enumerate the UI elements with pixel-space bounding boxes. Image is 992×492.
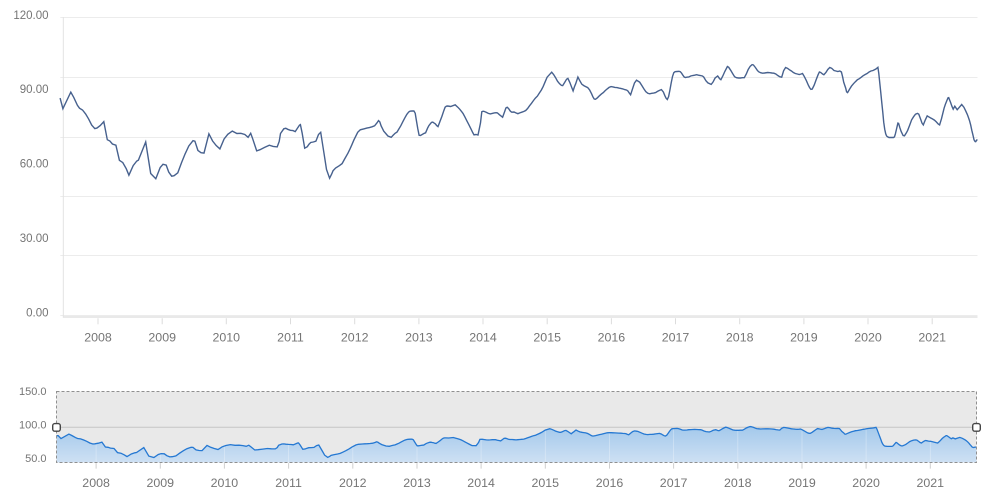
svg-text:2019: 2019	[790, 330, 818, 344]
svg-text:100.0: 100.0	[19, 420, 47, 432]
svg-text:2011: 2011	[277, 330, 304, 344]
svg-text:2008: 2008	[82, 476, 110, 490]
svg-text:2011: 2011	[275, 476, 302, 490]
svg-text:2010: 2010	[213, 330, 241, 344]
svg-text:2020: 2020	[852, 476, 880, 490]
svg-text:2012: 2012	[339, 476, 367, 490]
svg-text:2010: 2010	[211, 476, 239, 490]
svg-text:2021: 2021	[917, 476, 945, 490]
svg-text:2018: 2018	[724, 476, 752, 490]
svg-text:30.00: 30.00	[20, 233, 49, 245]
svg-text:2015: 2015	[533, 330, 561, 344]
svg-text:2008: 2008	[84, 330, 112, 344]
svg-text:2009: 2009	[148, 330, 176, 344]
svg-text:2017: 2017	[660, 476, 688, 490]
svg-text:2018: 2018	[726, 330, 754, 344]
svg-text:60.00: 60.00	[20, 159, 49, 171]
svg-text:2009: 2009	[147, 476, 175, 490]
svg-text:2021: 2021	[918, 330, 946, 344]
svg-text:50.0: 50.0	[25, 453, 46, 465]
svg-text:120.00: 120.00	[13, 10, 48, 22]
svg-text:0.00: 0.00	[26, 308, 48, 320]
svg-text:2014: 2014	[469, 330, 497, 344]
svg-text:2017: 2017	[662, 330, 690, 344]
svg-text:2013: 2013	[403, 476, 431, 490]
svg-text:90.00: 90.00	[20, 84, 49, 96]
svg-text:2013: 2013	[405, 330, 433, 344]
svg-text:2020: 2020	[854, 330, 882, 344]
svg-text:2015: 2015	[532, 476, 560, 490]
svg-text:2014: 2014	[467, 476, 495, 490]
svg-text:2016: 2016	[596, 476, 624, 490]
svg-text:2016: 2016	[598, 330, 626, 344]
svg-text:2012: 2012	[341, 330, 369, 344]
svg-text:2019: 2019	[788, 476, 816, 490]
svg-text:150.0: 150.0	[19, 386, 47, 398]
